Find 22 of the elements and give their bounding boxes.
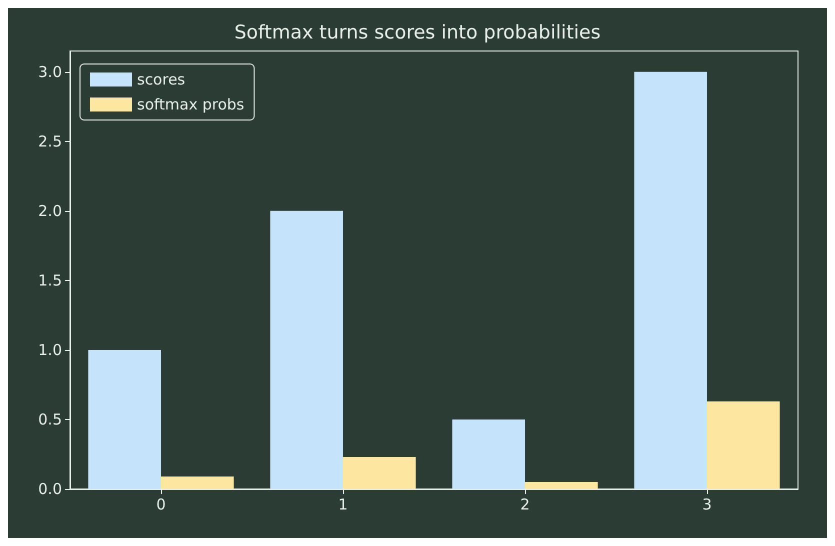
bar [707, 401, 780, 489]
bar [634, 72, 707, 489]
y-tick-label: 0.0 [38, 480, 62, 498]
x-tick-label: 2 [520, 496, 530, 514]
x-tick-label: 0 [156, 496, 166, 514]
bar [270, 210, 343, 489]
bar [452, 419, 525, 489]
y-tick-label: 2.5 [38, 132, 62, 150]
y-tick-label: 3.0 [38, 62, 62, 81]
x-tick-label: 1 [338, 496, 348, 514]
y-tick-label: 1.0 [38, 340, 62, 359]
y-tick-label: 2.0 [38, 202, 62, 220]
chart-title: Softmax turns scores into probabilities [234, 22, 601, 44]
legend-label: softmax probs [137, 96, 244, 114]
bar [161, 476, 234, 489]
y-tick-label: 0.5 [38, 410, 62, 428]
legend-label: scores [137, 70, 186, 88]
bar [525, 482, 598, 489]
bar [343, 457, 416, 489]
x-tick-label: 3 [702, 496, 712, 514]
y-tick-label: 1.5 [38, 271, 62, 290]
bar [88, 350, 161, 489]
